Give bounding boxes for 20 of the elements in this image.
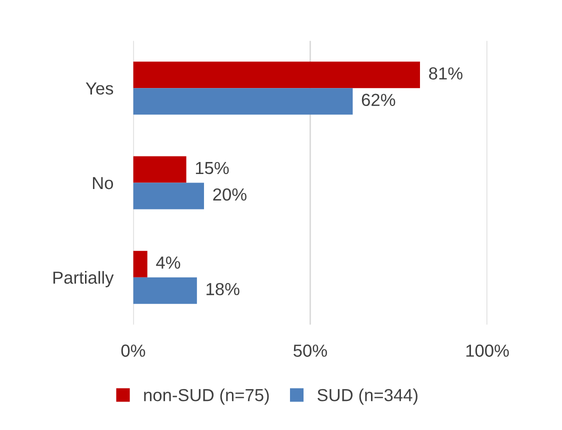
y-tick-label: No (92, 177, 114, 190)
bar (133, 250, 148, 278)
bar (133, 182, 204, 210)
y-tick-label: Partially (53, 271, 114, 288)
x-tick-label: 50% (294, 344, 327, 357)
data-label: 15% (196, 162, 229, 174)
data-label: 81% (429, 67, 462, 80)
data-label: 18% (206, 282, 240, 296)
bar (133, 277, 197, 304)
x-tick-label: 100% (466, 344, 509, 357)
bar (133, 156, 186, 183)
y-tick-label: Yes (86, 82, 114, 95)
bar (133, 62, 420, 88)
data-label: 4% (156, 256, 180, 269)
data-label: 62% (362, 94, 396, 106)
legend-label: SUD (n=344) (318, 388, 418, 405)
legend-label: non-SUD (n=75) (144, 388, 269, 405)
x-tick-label: 0% (121, 344, 146, 357)
data-label: 20% (213, 188, 246, 201)
bar (133, 88, 353, 115)
